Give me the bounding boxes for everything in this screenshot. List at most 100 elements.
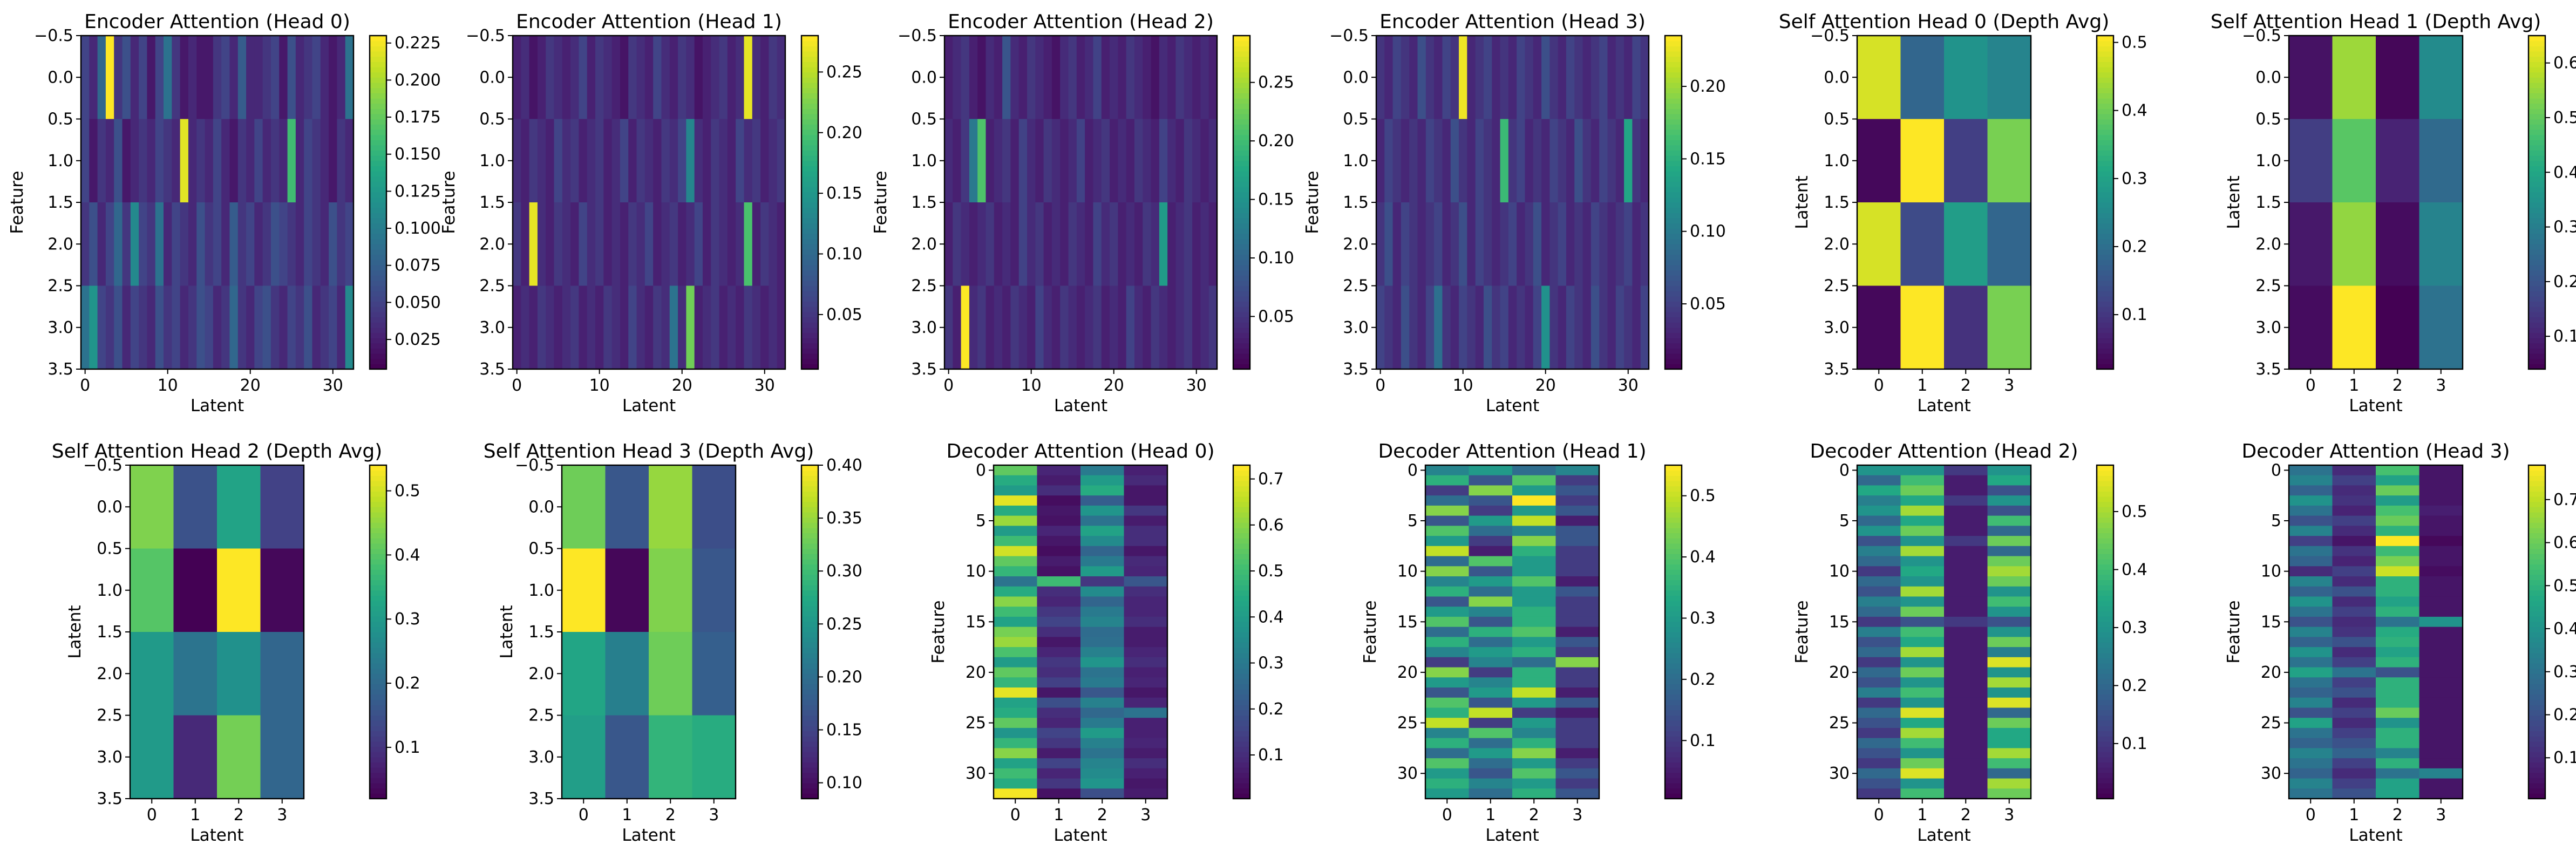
heatmap-cell: [1555, 556, 1600, 567]
heatmap-cell: [2332, 627, 2376, 637]
colorbar-segment: [801, 585, 818, 591]
colorbar-tick-label: 0.7: [2553, 491, 2576, 509]
heatmap-cell: [1632, 119, 1641, 203]
heatmap-cell: [1159, 202, 1168, 287]
heatmap-cell: [1607, 36, 1616, 120]
colorbar-segment: [1665, 538, 1682, 544]
heatmap-cell: [1124, 596, 1168, 607]
colorbar-segment: [370, 668, 386, 674]
colorbar-segment: [1233, 574, 1250, 581]
colorbar-segment: [370, 731, 386, 737]
colorbar-segment: [1233, 590, 1250, 596]
heatmap-cell: [1900, 526, 1945, 536]
heatmap-cell: [2419, 607, 2463, 617]
colorbar-segment: [370, 627, 386, 632]
colorbar-segment: [2529, 213, 2545, 219]
colorbar-tick-label: 0.3: [2122, 618, 2147, 637]
colorbar-segment: [2529, 522, 2545, 528]
colorbar-segment: [2529, 788, 2545, 794]
colorbar-segment: [2097, 233, 2113, 240]
heatmap-cell: [270, 202, 280, 287]
y-tick-label: 15: [1829, 612, 1850, 631]
x-tick-label: 2: [1961, 376, 1971, 395]
heatmap-cell: [678, 202, 687, 287]
colorbar: 0.10.20.30.40.50.60.7: [2527, 464, 2576, 800]
colorbar-segment: [1233, 192, 1250, 198]
colorbar-segment: [2529, 98, 2545, 104]
colorbar-segment: [1233, 348, 1250, 354]
heatmap-cell: [1080, 485, 1125, 496]
heatmap-cell: [994, 778, 1038, 789]
heatmap-cell: [1857, 727, 1901, 739]
colorbar-segment: [801, 605, 818, 611]
heatmap-cell: [237, 119, 247, 203]
heatmap-cell: [1987, 778, 2031, 789]
heatmap-cell: [2289, 485, 2333, 496]
colorbar-segment: [801, 187, 818, 193]
colorbar-segment: [1233, 752, 1250, 758]
x-tick-label: 1: [622, 806, 632, 825]
heatmap-cell: [329, 119, 337, 203]
heatmap-cell: [1541, 285, 1550, 370]
heatmap-cell: [702, 285, 711, 370]
heatmap-cell: [1987, 788, 2031, 799]
colorbar-segment: [2097, 470, 2113, 476]
colorbar-segment: [1665, 632, 1682, 638]
heatmap-cell: [1574, 202, 1583, 287]
heatmap-cell: [2376, 637, 2420, 648]
colorbar-segment: [2097, 543, 2113, 549]
colorbar-tick-label: 0.10: [1258, 249, 1294, 268]
colorbar-segment: [2529, 538, 2545, 544]
colorbar-segment: [2529, 684, 2545, 690]
colorbar-segment: [1665, 343, 1682, 349]
heatmap-cell: [1987, 515, 2031, 526]
heatmap-cell: [1037, 546, 1081, 557]
heatmap-cell: [1469, 556, 1513, 567]
heatmap-cell: [1037, 607, 1081, 617]
subplot-dec1: Decoder Attention (Head 1)0 1 2 30510152025…: [1361, 440, 1716, 845]
y-tick-label: 0.0: [528, 498, 554, 516]
heatmap-cell: [1425, 515, 1470, 526]
colorbar-segment: [1665, 202, 1682, 208]
colorbar-segment: [370, 280, 386, 287]
heatmap-cell: [1469, 687, 1513, 698]
colorbar-segment: [1233, 783, 1250, 789]
heatmap-cell: [287, 285, 296, 370]
heatmap-cell: [1425, 285, 1435, 370]
colorbar-segment: [2529, 129, 2545, 135]
heatmap-cell: [769, 36, 778, 120]
heatmap-cell: [1124, 465, 1168, 476]
heatmap-cell: [1512, 748, 1557, 759]
heatmap-cell: [587, 119, 596, 203]
heatmap-cell: [1124, 607, 1168, 617]
heatmap-cell: [1110, 36, 1118, 120]
heatmap-cell: [1512, 637, 1557, 648]
colorbar-tick-label: 0.35: [826, 509, 862, 528]
colorbar-segment: [2097, 501, 2113, 507]
colorbar-segment: [1233, 605, 1250, 611]
x-tick-label: 0: [579, 806, 589, 825]
heatmap-cell: [246, 119, 255, 203]
heatmap-cell: [1175, 36, 1185, 120]
heatmap-cell: [1640, 119, 1649, 203]
heatmap-cell: [130, 36, 139, 120]
heatmap-cell: [1118, 202, 1127, 287]
heatmap-cell: [1469, 616, 1513, 628]
colorbar-segment: [370, 62, 386, 67]
colorbar-segment: [1665, 338, 1682, 344]
heatmap-cell: [1512, 607, 1557, 617]
colorbar-segment: [801, 166, 818, 172]
colorbar-segment: [2097, 187, 2113, 193]
colorbar-segment: [370, 559, 386, 565]
heatmap-cell: [678, 36, 687, 120]
heatmap-cell: [2289, 748, 2333, 759]
heatmap-cell: [139, 36, 148, 120]
heatmap-cell: [1640, 36, 1649, 120]
heatmap-cell: [744, 202, 753, 287]
heatmap-cell: [2376, 36, 2420, 120]
y-tick-label: 3.5: [1343, 360, 1369, 379]
colorbar-segment: [1665, 145, 1682, 151]
colorbar-segment: [801, 280, 818, 287]
heatmap-cell: [1517, 285, 1526, 370]
heatmap-cell: [1987, 485, 2031, 496]
